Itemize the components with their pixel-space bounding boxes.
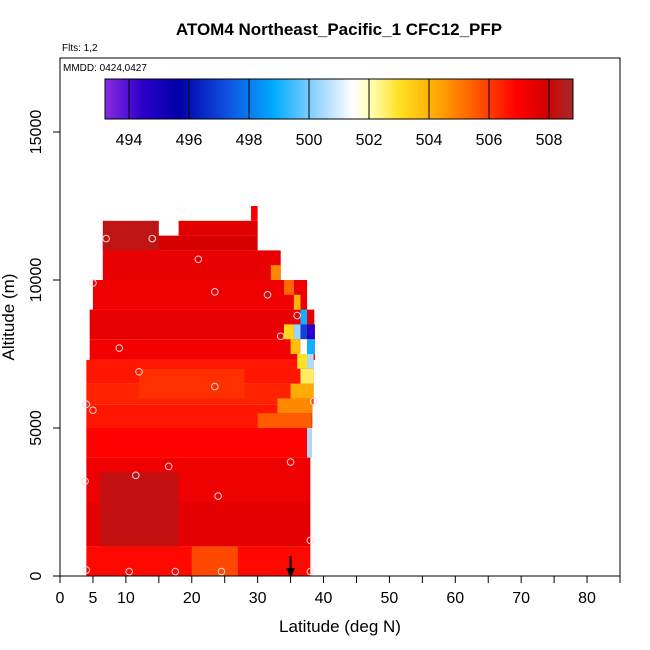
heatmap-patch [277,398,313,414]
heatmap-patch [293,324,301,340]
heatmap-band [89,309,315,340]
x-tick-label: 80 [578,590,596,607]
heatmap-field [86,206,315,576]
heatmap-patch [139,368,245,399]
x-tick-label: 0 [56,590,65,607]
heatmap-patch [257,413,312,428]
x-tick-label: 70 [512,590,530,607]
sample-point [171,567,180,576]
heatmap-patch [290,383,314,399]
sample-point [115,344,124,352]
heatmap-patch [307,339,315,354]
x-axis-label: Latitude (deg N) [279,617,401,636]
sample-point [309,397,318,406]
x-tick-label: 5 [88,590,97,607]
sample-point [82,400,91,409]
x-tick-label: 50 [381,590,399,607]
sample-point [211,382,219,391]
chart-title: ATOM4 Northeast_Pacific_1 CFC12_PFP [176,20,502,39]
sample-point [306,567,315,576]
sample-point [214,492,222,500]
colorbar-tick-label: 502 [356,132,383,149]
latitude-marker-arrow [286,556,296,578]
plot-area-frame [59,57,621,577]
heatmap-patch [307,354,314,369]
sample-point [276,332,285,341]
heatmap-patch [251,206,258,221]
sample-point [217,567,226,576]
sample-point [89,406,97,415]
y-tick-label: 5000 [28,410,45,446]
sample-point [135,367,143,376]
heatmap-patch [270,265,281,280]
heatmap-band [102,250,281,280]
heatmap-patch [99,472,179,547]
y-tick-label: 15000 [28,110,45,155]
y-axis: 0 5000 10000 15000 [28,110,60,580]
colorbar-tick-label: 498 [236,132,263,149]
sample-point [164,462,173,471]
x-tick-label: 30 [249,590,267,607]
heatmap-patch [300,324,308,340]
colorbar: 494 496 498 500 502 504 506 508 [104,78,574,149]
x-axis: 0 5 10 20 30 40 50 60 70 80 [56,576,621,607]
heatmap-band [89,339,315,360]
heatmap-patch [290,339,301,354]
sample-point [102,234,110,243]
sample-point [194,255,203,264]
heatmap-patch [102,220,159,251]
flights-label: Flts: 1,2 [62,43,98,54]
heatmap-patch [307,324,315,340]
heatmap-band [86,428,312,458]
y-axis-label: Altitude (m) [0,274,18,361]
heatmap-patch [297,354,308,369]
x-tick-label: 40 [315,590,333,607]
date-label: MMDD: 0424,0427 [63,63,147,74]
sample-point [306,536,315,545]
heatmap-patch [300,339,308,354]
colorbar-tick-label: 496 [176,132,203,149]
y-tick-label: 10000 [28,258,45,303]
y-tick-label: 0 [28,571,45,580]
x-tick-label: 20 [183,590,201,607]
colorbar-ticks: 494 496 498 500 502 504 506 508 [116,79,563,149]
heatmap-patch [293,294,301,310]
colorbar-gradient-bar [104,78,574,120]
heatmap-band [92,280,308,310]
colorbar-tick-label: 506 [476,132,503,149]
sample-point [82,566,91,574]
sample-point [293,311,301,320]
heatmap-patch [300,309,308,325]
heatmap-patch [307,428,312,458]
heatmap-patch [191,546,238,576]
x-tick-label: 60 [446,590,464,607]
sample-point [131,471,140,480]
sample-point [81,477,89,486]
x-tick-label: 10 [117,590,135,607]
sample-point [125,567,133,576]
heatmap-band [86,404,313,428]
heatmap-patch [300,368,314,384]
sample-points [81,234,318,576]
colorbar-tick-label: 508 [536,132,563,149]
colorbar-tick-label: 494 [116,132,143,149]
arrow-head [286,568,296,578]
colorbar-tick-label: 504 [416,132,443,149]
colorbar-tick-label: 500 [296,132,323,149]
sample-point [211,288,219,296]
sample-point [89,279,97,287]
sample-point [148,234,157,243]
heatmap-patch [284,324,294,340]
sample-point [263,291,272,299]
heatmap-band [178,220,258,236]
heatmap-patch [284,280,294,295]
sample-point [286,458,295,466]
